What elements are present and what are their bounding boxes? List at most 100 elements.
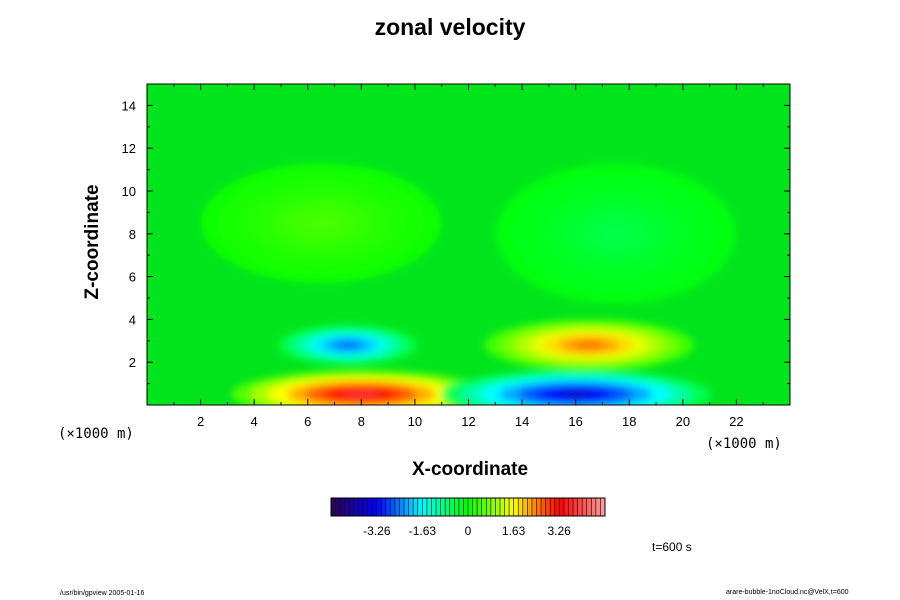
field-feature-5 [598,223,633,244]
colorbar-cell [399,498,405,516]
colorbar-cell [440,498,446,516]
colorbar-cell [468,498,473,516]
colorbar-cell [591,498,597,516]
colorbar-cell [582,498,588,516]
colorbar-cell [362,498,368,516]
colorbar-cell [554,498,560,516]
x-axis-label: X-coordinate [411,459,529,480]
colorbar-cell [509,498,514,516]
colorbar-cell [372,498,377,516]
colorbar-cell [436,498,441,516]
colorbar-cell [340,498,345,516]
colorbar-cell [504,498,510,516]
colorbar-cell [445,498,451,516]
colorbar-tick-label: -3.26 [363,524,391,538]
colorbar-cell [518,498,524,516]
colorbar-cell [408,498,414,516]
colorbar-cell [381,498,387,516]
x-axis: 2 4 6 8 10 12 14 16 18 20 22 [173,84,764,429]
colorbar-cell [449,498,455,516]
colorbar-cell [499,498,505,516]
x-axis-unit: (×1000 m) [706,436,782,452]
colorbar-cell [522,498,528,516]
y-tick-label: 2 [129,355,136,370]
colorbar-tick-label: 1.63 [502,524,526,538]
colorbar-cell [595,498,601,516]
colorbar-cell [417,498,423,516]
y-axis: 2 4 6 8 10 12 14 [122,98,790,385]
colorbar-cell [600,498,606,516]
colorbar-cell [568,498,574,516]
colorbar-cell [463,498,469,516]
colorbar-cell [527,498,533,516]
x-tick-label: 2 [197,414,204,429]
colorbar-cell [454,498,460,516]
footer-command: /usr/bin/gpview 2005-01-16 [60,590,145,597]
y-axis-label: Z-coordinate [82,184,103,300]
y-tick-label: 12 [122,141,136,156]
colorbar-cell [513,498,519,516]
colorbar-cell [385,498,391,516]
colorbar-cell [431,498,437,516]
colorbar-cell [413,498,419,516]
footer-source: arare-bubble-1noCloud.nc@VelX,t=600 [726,589,849,596]
colorbar-cell [477,498,482,516]
colorbar-cell [573,498,578,516]
colorbar-tick-label: 0 [465,524,472,538]
chart-title: zonal velocity [374,14,526,40]
colorbar-cell [490,498,496,516]
colorbar-cell [422,498,428,516]
plot-area [147,84,790,405]
field-feature-0 [342,390,380,398]
colorbar-cell [390,498,396,516]
colorbar-cell [541,498,546,516]
x-tick-label: 18 [622,414,636,429]
colorbar-cell [586,498,592,516]
x-tick-label: 22 [729,414,743,429]
colorbar-cell [358,498,364,516]
colorbar-cell [563,498,569,516]
x-tick-label: 14 [515,414,529,429]
x-tick-label: 6 [304,414,311,429]
colorbar-cell [335,498,341,516]
colorbar-cell [531,498,537,516]
colorbar-cell [495,498,501,516]
colorbar-cell [344,498,350,516]
x-tick-label: 10 [408,414,422,429]
colorbar-tick-label: 3.26 [547,524,571,538]
colorbar-cell [353,498,359,516]
x-tick-label: 12 [461,414,475,429]
y-tick-label: 10 [122,184,136,199]
colorbar-cell [404,498,409,516]
x-tick-label: 20 [676,414,690,429]
time-annotation: t=600 s [652,540,692,554]
y-tick-label: 6 [129,270,136,285]
colorbar-cell [577,498,583,516]
colorbar-cell [545,498,551,516]
colorbar-cell [486,498,492,516]
field-feature-1 [556,390,595,398]
colorbar-cell [394,498,400,516]
colorbar-cell [559,498,565,516]
x-tick-label: 8 [358,414,365,429]
colorbar-cell [536,498,542,516]
colorbar-cell [426,498,432,516]
colorbar-cell [481,498,487,516]
colorbar-cell [550,498,556,516]
colorbar-tick-label: -1.63 [409,524,437,538]
y-tick-label: 14 [122,98,136,113]
colorbar-cell [458,498,464,516]
field-feature-2 [337,342,358,348]
colorbar-cell [349,498,355,516]
x-tick-label: 16 [568,414,582,429]
colorbar-cell [367,498,373,516]
y-axis-unit: (×1000 m) [58,426,134,442]
colorbar-cell [331,498,336,516]
y-tick-label: 4 [129,312,136,327]
field-feature-3 [574,341,605,349]
x-tick-label: 4 [251,414,258,429]
colorbar-cell [376,498,382,516]
colorbar: -3.26 -1.63 0 1.63 3.26 [330,497,606,538]
field-feature-4 [304,214,339,232]
